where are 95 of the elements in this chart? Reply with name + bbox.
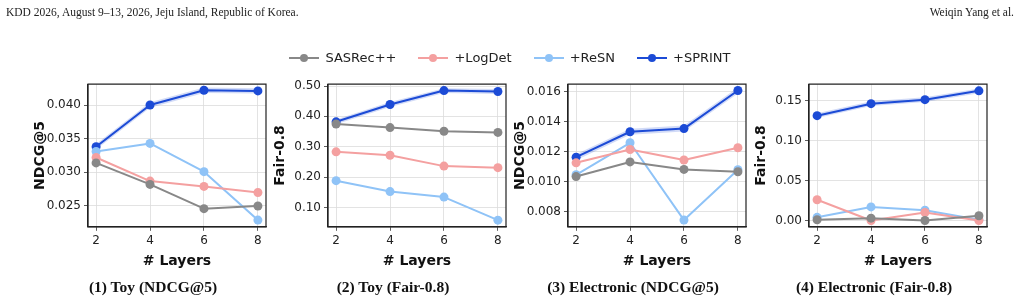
point — [199, 167, 209, 177]
y-tick-label: 0.040 — [46, 97, 81, 112]
point — [331, 176, 341, 186]
x-axis-title: # Layers — [142, 252, 212, 269]
point — [493, 86, 503, 96]
x-tick-label: 4 — [386, 233, 394, 248]
x-tick-label: 6 — [680, 233, 688, 248]
point — [733, 85, 743, 95]
point — [920, 216, 930, 226]
y-tick-label: 0.30 — [294, 138, 321, 153]
x-tick-label: 4 — [626, 233, 634, 248]
y-tick-label: 0.00 — [775, 212, 802, 227]
x-axis-title: # Layers — [863, 252, 933, 269]
legend-label: +SPRINT — [673, 50, 731, 65]
point — [493, 163, 503, 173]
point — [679, 164, 689, 174]
x-tick-label: 6 — [921, 233, 929, 248]
point — [385, 123, 395, 133]
y-axis-title: Fair-0.8 — [271, 125, 288, 186]
text: Weiqin Yang et al. — [929, 6, 1014, 18]
point — [253, 201, 263, 211]
point — [385, 150, 395, 160]
y-tick-label: 0.035 — [46, 130, 81, 145]
x-tick-label: 2 — [332, 233, 340, 248]
y-tick-label: 0.50 — [294, 78, 321, 93]
y-tick-label: 0.10 — [775, 132, 802, 147]
point — [91, 158, 101, 168]
point — [625, 145, 635, 155]
point — [679, 155, 689, 165]
point — [439, 192, 449, 202]
point — [493, 127, 503, 137]
y-axis-title: NDCG@5 — [511, 121, 528, 190]
x-tick-label: 2 — [813, 233, 821, 248]
legend-label: SASRec++ — [325, 50, 397, 65]
point — [974, 211, 984, 221]
point — [145, 100, 155, 110]
point — [253, 86, 263, 96]
point — [439, 86, 449, 96]
text: (1) Toy (NDCG@5) — [87, 278, 219, 296]
y-tick-label: 0.025 — [46, 198, 81, 213]
text: (3) Electronic (NDCG@5) — [546, 278, 720, 296]
point — [974, 86, 984, 96]
y-tick-label: 0.010 — [526, 173, 561, 188]
point — [199, 181, 209, 191]
x-tick-label: 4 — [867, 233, 875, 248]
point — [145, 138, 155, 148]
y-tick-label: 0.012 — [526, 143, 561, 158]
x-tick-label: 8 — [734, 233, 742, 248]
point — [866, 202, 876, 212]
y-tick-label: 0.014 — [526, 113, 561, 128]
text: (4) Electronic (Fair-0.8) — [794, 278, 954, 296]
y-tick-label: 0.40 — [294, 108, 321, 123]
x-tick-label: 6 — [440, 233, 448, 248]
x-tick-label: 2 — [92, 233, 100, 248]
point — [920, 95, 930, 105]
point — [439, 161, 449, 171]
y-tick-label: 0.016 — [526, 84, 561, 99]
legend-label: +ReSN — [569, 50, 616, 65]
text: KDD 2026, August 9–13, 2026, Jeju Island, Republic of Korea. — [6, 6, 299, 18]
point — [253, 188, 263, 197]
legend-label: +LogDet — [454, 50, 512, 65]
y-tick-label: 0.20 — [294, 169, 321, 184]
x-axis-title: # Layers — [382, 252, 452, 269]
y-tick-label: 0.15 — [775, 92, 802, 107]
point — [253, 215, 263, 225]
point — [625, 127, 635, 137]
point — [385, 100, 395, 110]
x-tick-label: 8 — [494, 233, 502, 248]
y-tick-label: 0.05 — [775, 172, 802, 187]
point — [733, 143, 743, 153]
text: (2) Toy (Fair-0.8) — [335, 278, 451, 296]
y-tick-label: 0.008 — [526, 203, 561, 218]
point — [812, 195, 822, 205]
point — [679, 124, 689, 134]
point — [331, 147, 341, 157]
x-axis-title: # Layers — [622, 252, 692, 269]
point — [679, 215, 689, 225]
point — [625, 157, 635, 167]
y-tick-label: 0.10 — [294, 199, 321, 214]
y-axis-title: NDCG@5 — [31, 121, 48, 190]
y-tick-label: 0.030 — [46, 164, 81, 179]
x-tick-label: 4 — [146, 233, 154, 248]
x-tick-label: 8 — [975, 233, 983, 248]
x-tick-label: 2 — [572, 233, 580, 248]
point — [385, 187, 395, 197]
x-tick-label: 6 — [200, 233, 208, 248]
y-axis-title: Fair-0.8 — [752, 125, 769, 186]
point — [571, 158, 581, 168]
x-tick-label: 8 — [254, 233, 262, 248]
point — [812, 111, 822, 121]
point — [439, 126, 449, 136]
point — [199, 204, 209, 214]
point — [493, 215, 503, 225]
point — [199, 85, 209, 95]
point — [866, 99, 876, 109]
